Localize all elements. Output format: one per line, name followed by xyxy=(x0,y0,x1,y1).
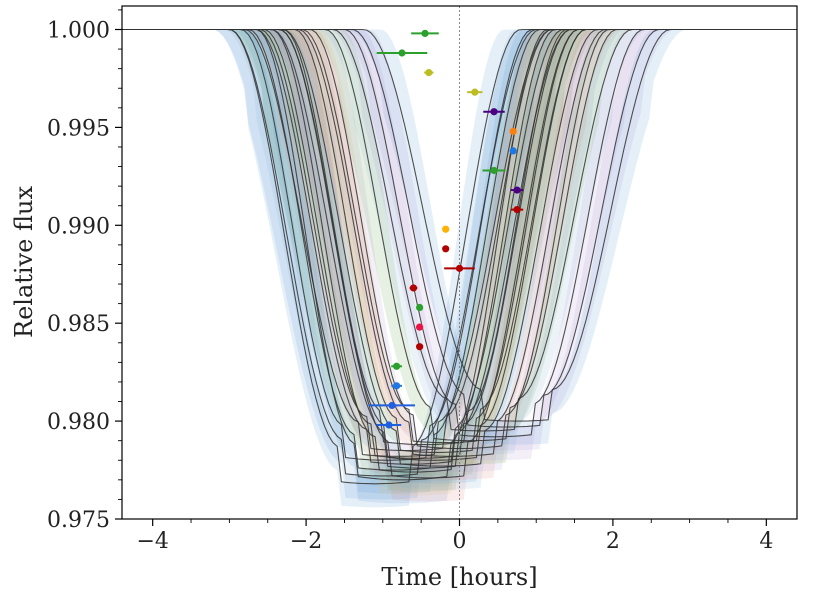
uncertainty-band-7 xyxy=(122,29,797,488)
data-point-14 xyxy=(416,303,424,312)
data-point-3 xyxy=(471,88,479,96)
data-point-9 xyxy=(513,206,521,214)
y-axis: 0.975 0.980 0.985 0.990 0.995 1.000 xyxy=(47,9,122,533)
x-tick-label-2: 0 xyxy=(453,529,467,554)
data-point-12 xyxy=(455,264,464,272)
y-tick-label-0: 0.975 xyxy=(47,508,110,533)
x-tick-label-0: −4 xyxy=(136,529,168,554)
y-tick-label-2: 0.985 xyxy=(47,312,110,337)
midtime-offset-points xyxy=(368,29,524,429)
x-tick-label-3: 2 xyxy=(606,529,620,554)
uncertainty-band-22 xyxy=(122,29,797,451)
x-tick-label-4: 4 xyxy=(759,529,773,554)
data-point-19 xyxy=(388,401,396,410)
transit-curve-23 xyxy=(122,28,797,422)
y-tick-label-3: 0.990 xyxy=(47,214,110,239)
y-tick-label-1: 0.980 xyxy=(47,410,110,435)
uncertainty-band-23 xyxy=(122,29,797,445)
x-tick-label-1: −2 xyxy=(290,529,322,554)
data-point-6 xyxy=(509,147,517,155)
data-point-2 xyxy=(425,68,433,77)
data-point-5 xyxy=(509,127,517,135)
data-point-20 xyxy=(385,421,393,429)
x-axis-title: Time [hours] xyxy=(381,563,537,591)
data-point-18 xyxy=(393,382,401,390)
y-axis-title: Relative flux xyxy=(10,186,38,338)
data-point-7 xyxy=(490,166,498,175)
data-point-13 xyxy=(409,284,418,292)
data-point-17 xyxy=(393,362,401,370)
uncertainty-band-3 xyxy=(122,29,797,494)
x-axis: −4 −2 0 2 4 xyxy=(136,519,773,554)
data-point-10 xyxy=(442,225,450,233)
data-point-0 xyxy=(421,29,429,38)
data-point-1 xyxy=(398,49,406,57)
y-tick-label-4: 0.995 xyxy=(47,116,110,141)
data-point-15 xyxy=(416,323,424,331)
y-tick-label-5: 1.000 xyxy=(47,18,110,43)
data-point-11 xyxy=(442,245,450,253)
data-point-8 xyxy=(513,186,521,194)
data-point-4 xyxy=(490,108,498,116)
data-point-16 xyxy=(416,343,424,351)
uncertainty-band-5 xyxy=(122,29,797,504)
